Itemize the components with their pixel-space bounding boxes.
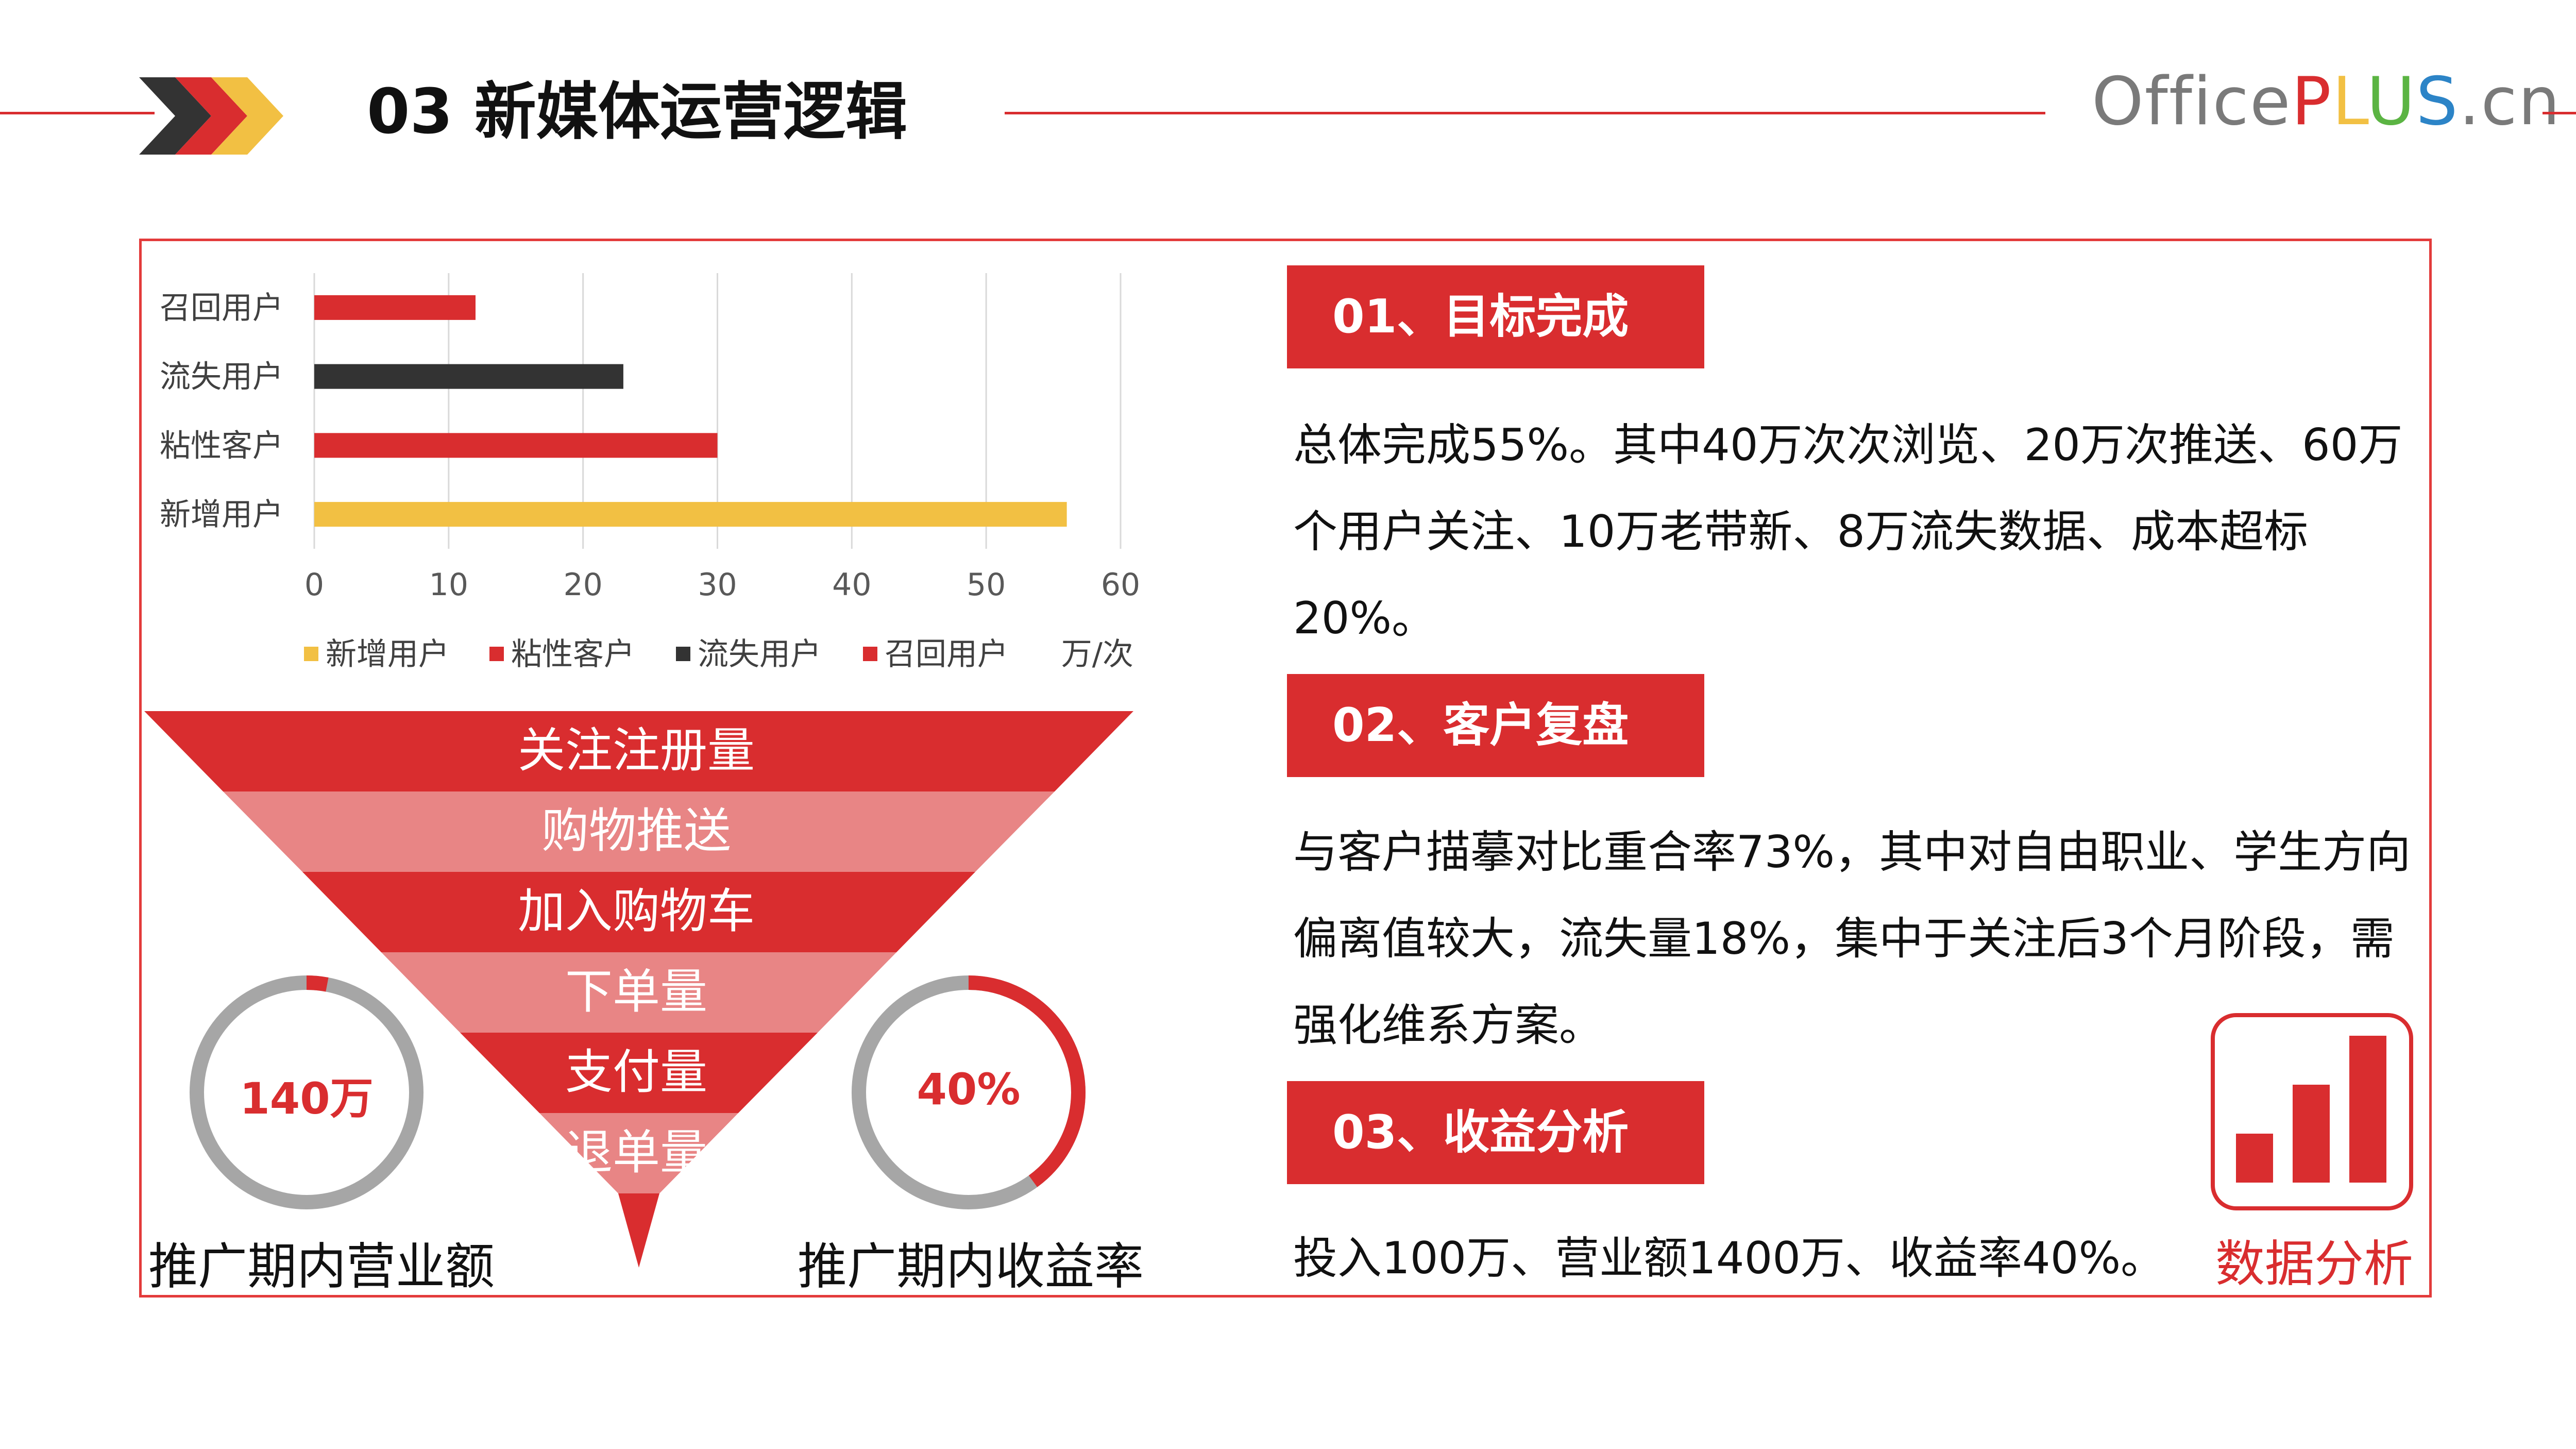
x-tick-label: 10 [429, 567, 468, 603]
brand-plus-letter: L [2332, 63, 2367, 140]
funnel-label-3: 加入购物车 [517, 884, 755, 939]
funnel-label-5: 支付量 [565, 1044, 707, 1100]
funnel-label-4: 下单量 [565, 964, 707, 1019]
legend-swatch [304, 647, 318, 661]
x-tick-label: 60 [1101, 567, 1140, 603]
legend-swatch [676, 647, 690, 661]
x-tick-label: 0 [304, 567, 324, 603]
funnel-chart [144, 711, 1133, 1268]
funnel-stage-1 [144, 711, 1133, 791]
gauge-rate [852, 975, 1086, 1209]
bar [314, 364, 623, 389]
section-body-goal: 总体完成55%。其中40万次次浏览、20万次推送、60万个用户关注、10万老带新… [1293, 419, 2403, 644]
legend-swatch [489, 647, 504, 661]
content-panel [139, 239, 2432, 1298]
gauge-rate-arc [852, 975, 1086, 1209]
bar [314, 433, 718, 458]
category-label: 召回用户 [160, 290, 283, 326]
bar [314, 295, 476, 320]
brand-plus-letter: P [2291, 63, 2332, 140]
funnel-stage-3 [302, 872, 975, 952]
page-title: 03 新媒体运营逻辑 [367, 76, 907, 148]
section-body-profit: 投入100万、营业额1400万、收益率40%。 [1293, 1233, 2165, 1284]
category-label: 粘性客户 [160, 428, 283, 464]
category-label: 流失用户 [160, 359, 283, 395]
section-heading-review: 02、客户复盘 [1287, 674, 1704, 777]
brand-plus: PLUS [2292, 63, 2459, 140]
funnel-stage-2 [223, 791, 1055, 872]
analysis-label: 数据分析 [2215, 1235, 2413, 1293]
gauge-revenue-value: 140万 [240, 1073, 374, 1124]
funnel-label-2: 购物推送 [541, 803, 731, 858]
legend-label: 召回用户 [885, 636, 1008, 672]
unit-label: 万/次 [1061, 636, 1133, 672]
funnel-tip [618, 1193, 659, 1268]
funnel-label-1: 关注注册量 [517, 723, 755, 778]
funnel-stage-5 [460, 1033, 818, 1113]
funnel-stage-4 [381, 952, 896, 1033]
brand-plus-letter: S [2416, 63, 2459, 140]
gauge-rate-label: 推广期内收益率 [798, 1238, 1144, 1295]
gauge-revenue-arc [190, 975, 423, 1209]
section-heading-profit: 03、收益分析 [1287, 1081, 1704, 1184]
gauge-revenue-label: 推广期内营业额 [148, 1238, 495, 1295]
section-body-review: 与客户描摹对比重合率73%，其中对自由职业、学生方向偏离值较大，流失量18%，集… [1293, 827, 2411, 1051]
brand-plus-letter: U [2366, 63, 2416, 140]
x-tick-label: 30 [698, 567, 737, 603]
header-line-left [0, 112, 155, 114]
category-label: 新增用户 [160, 497, 283, 533]
brand-office: Office [2092, 63, 2292, 140]
bar [314, 502, 1067, 527]
funnel-label-6: 退单量 [565, 1125, 707, 1180]
legend-label: 新增用户 [326, 636, 449, 672]
gauge-rate-value: 40% [917, 1064, 1021, 1115]
bar-chart-icon [2211, 1013, 2413, 1210]
gauge-revenue [190, 975, 423, 1209]
header-line-middle [1005, 112, 2045, 114]
brand-cn: .cn [2459, 63, 2561, 140]
x-tick-label: 40 [832, 567, 871, 603]
legend-swatch [863, 647, 877, 661]
funnel-stage-6 [539, 1113, 738, 1193]
section-heading-goal: 01、目标完成 [1287, 265, 1704, 368]
x-tick-label: 50 [967, 567, 1006, 603]
legend-label: 流失用户 [698, 636, 821, 672]
header-line-right [2543, 112, 2576, 114]
legend-label: 粘性客户 [511, 636, 635, 672]
chevron-arrows-icon [139, 77, 283, 155]
brand-logo: OfficePLUS.cn [2092, 69, 2561, 135]
x-tick-label: 20 [563, 567, 602, 603]
